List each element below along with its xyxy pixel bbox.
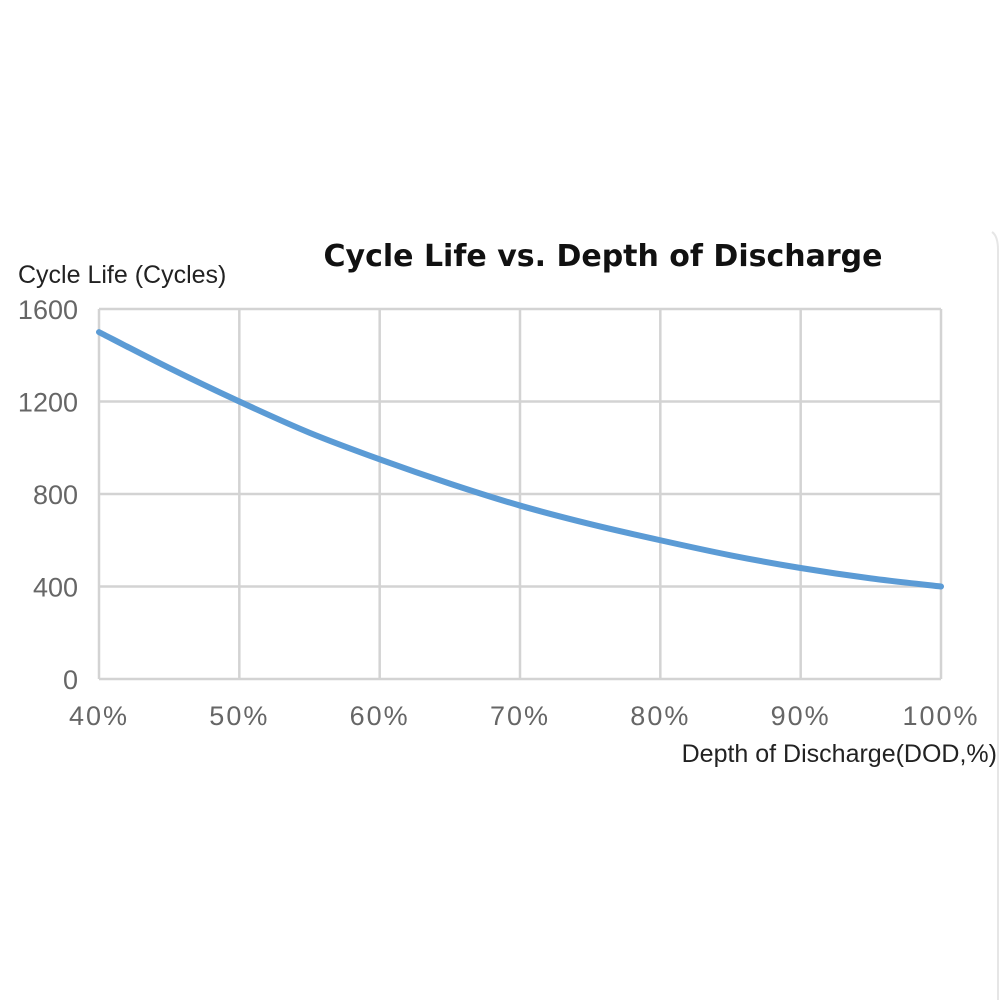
y-tick-labels: 0 400 800 1200 1600 bbox=[18, 295, 78, 695]
y-tick-label: 800 bbox=[33, 480, 78, 510]
y-tick-label: 0 bbox=[63, 665, 78, 695]
series-line-cycle-life bbox=[96, 329, 944, 590]
series-layer bbox=[96, 329, 944, 590]
page-edge-curl bbox=[991, 231, 999, 1000]
x-tick-label: 50% bbox=[209, 701, 269, 731]
chart-title: Cycle Life vs. Depth of Discharge bbox=[324, 239, 883, 274]
x-tick-label: 100% bbox=[902, 701, 979, 731]
grid bbox=[97, 307, 943, 681]
y-tick-label: 1600 bbox=[18, 295, 78, 325]
y-axis-label: Cycle Life (Cycles) bbox=[18, 261, 226, 289]
y-tick-label: 1200 bbox=[18, 388, 78, 418]
x-tick-label: 80% bbox=[630, 701, 690, 731]
x-axis-label: Depth of Discharge(DOD,%) bbox=[682, 740, 997, 768]
x-tick-label: 70% bbox=[490, 701, 550, 731]
x-tick-label: 90% bbox=[771, 701, 831, 731]
x-tick-labels: 40% 50% 60% 70% 80% 90% 100% bbox=[69, 701, 979, 731]
x-tick-label: 40% bbox=[69, 701, 129, 731]
y-tick-label: 400 bbox=[33, 573, 78, 603]
x-tick-label: 60% bbox=[350, 701, 410, 731]
